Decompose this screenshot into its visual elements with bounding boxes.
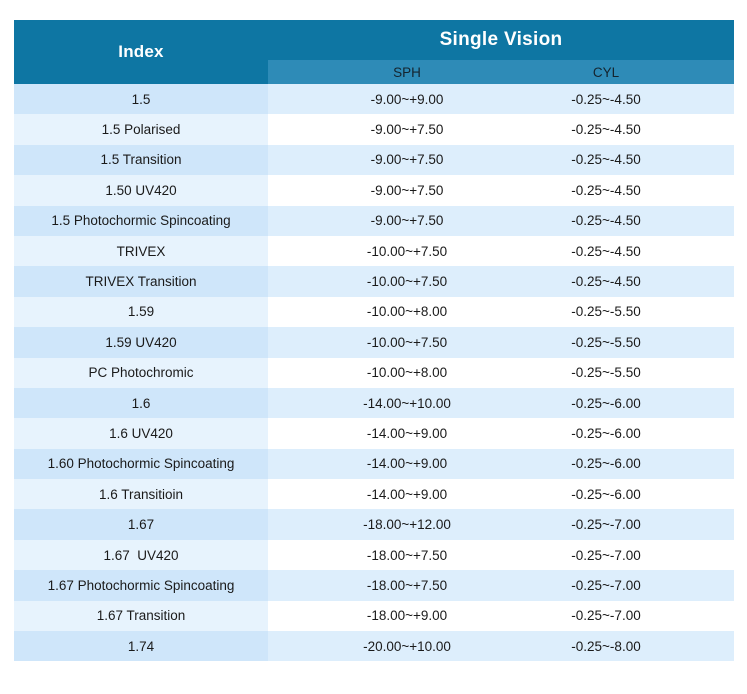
sph-cell: -9.00~+7.50 [268, 114, 514, 145]
index-cell: 1.59 UV420 [14, 327, 268, 358]
table-row: 1.74 -20.00~+10.00 -0.25~-8.00 [14, 631, 734, 662]
index-cell: 1.5 [14, 84, 268, 115]
sph-cell: -10.00~+8.00 [268, 296, 514, 328]
sph-cell: -10.00~+7.50 [268, 235, 514, 267]
cyl-column-header: CYL [592, 64, 620, 80]
cyl-cell: -0.25~-5.50 [514, 296, 734, 328]
sph-cell: -10.00~+8.00 [268, 357, 514, 388]
index-cell: 1.59 [14, 296, 268, 328]
sph-cell: -14.00~+9.00 [268, 448, 514, 480]
cyl-cell: -0.25~-6.00 [514, 418, 734, 449]
table-row: 1.5 Polarised -9.00~+7.50 -0.25~-4.50 [14, 114, 734, 145]
cyl-cell: -0.25~-4.50 [514, 266, 734, 297]
sph-column-header: SPH [393, 64, 421, 80]
lens-range-table: Index Single Vision SPH CYL 1.5 -9.00~+9.… [14, 20, 734, 662]
table-body: 1.5 -9.00~+9.00 -0.25~-4.50 1.5 Polarised -9… [14, 84, 734, 662]
index-cell: 1.60 Photochormic Spincoating [14, 448, 268, 480]
sub-header-row: SPH CYL [268, 60, 734, 84]
table-row: 1.5 Photochormic Spincoating -9.00~+7.50-… [14, 205, 734, 236]
sph-cell: -9.00~+7.50 [268, 144, 514, 176]
index-cell: 1.50 UV420 [14, 175, 268, 206]
table-row: 1.60 Photochormic Spincoating -14.00~+9.0… [14, 448, 734, 480]
single-vision-header-group: Single Vision SPH CYL [268, 20, 734, 84]
sph-cell: -10.00~+7.50 [268, 266, 514, 297]
table-row: 1.59 UV420 -10.00~+7.50 -0.25~-5.50 [14, 327, 734, 358]
sph-cell: -20.00~+10.00 [268, 631, 514, 662]
cyl-cell: -0.25~-4.50 [514, 175, 734, 206]
sph-cell: -18.00~+9.00 [268, 600, 514, 632]
cyl-cell: -0.25~-7.00 [514, 600, 734, 632]
cyl-cell: -0.25~-7.00 [514, 539, 734, 571]
sph-cell: -14.00~+9.00 [268, 418, 514, 449]
index-cell: 1.74 [14, 631, 268, 662]
table-row: 1.59 -10.00~+8.00 -0.25~-5.50 [14, 296, 734, 328]
index-cell: 1.5 Transition [14, 144, 268, 176]
sph-cell: -9.00~+7.50 [268, 175, 514, 206]
cyl-cell: -0.25~-4.50 [514, 205, 734, 236]
index-column-header: Index [14, 20, 268, 84]
cyl-cell: -0.25~-7.00 [514, 509, 734, 540]
index-cell: 1.67 UV420 [14, 539, 268, 571]
cyl-cell: -0.25~-5.50 [514, 327, 734, 358]
single-vision-header: Single Vision [268, 20, 734, 60]
index-cell: 1.67 Transition [14, 600, 268, 632]
cyl-cell: -0.25~-5.50 [514, 357, 734, 388]
cyl-cell: -0.25~-4.50 [514, 144, 734, 176]
cyl-cell: -0.25~-4.50 [514, 114, 734, 145]
table-row: 1.5 -9.00~+9.00 -0.25~-4.50 [14, 84, 734, 115]
cyl-cell: -0.25~-7.00 [514, 570, 734, 601]
index-cell: 1.6 [14, 387, 268, 419]
index-cell: 1.67 Photochormic Spincoating [14, 570, 268, 601]
index-cell: TRIVEX Transition [14, 266, 268, 297]
table-row: 1.67 Photochormic Spincoating -18.00~+7.5… [14, 570, 734, 601]
index-cell: 1.5 Photochormic Spincoating [14, 205, 268, 236]
table-row: 1.6 -14.00~+10.00 -0.25~-6.00 [14, 387, 734, 419]
index-cell: TRIVEX [14, 235, 268, 267]
table-row: 1.6 UV420 -14.00~+9.00 -0.25~-6.00 [14, 418, 734, 449]
cyl-cell: -0.25~-4.50 [514, 84, 734, 115]
table-row: 1.67 Transition -18.00~+9.00 -0.25~-7.00 [14, 600, 734, 632]
index-cell: 1.5 Polarised [14, 114, 268, 145]
sph-cell: -10.00~+7.50 [268, 327, 514, 358]
cyl-cell: -0.25~-6.00 [514, 479, 734, 510]
sph-cell: -9.00~+7.50 [268, 205, 514, 236]
table-row: TRIVEX -10.00~+7.50 -0.25~-4.50 [14, 235, 734, 267]
index-cell: 1.6 Transitioin [14, 479, 268, 510]
sph-cell: -18.00~+7.50 [268, 539, 514, 571]
table-row: 1.6 Transitioin -14.00~+9.00 -0.25~-6.00 [14, 479, 734, 510]
sph-cell: -14.00~+10.00 [268, 387, 514, 419]
index-cell: 1.6 UV420 [14, 418, 268, 449]
sph-cell: -18.00~+7.50 [268, 570, 514, 601]
cyl-cell: -0.25~-6.00 [514, 448, 734, 480]
table-row: 1.50 UV420 -9.00~+7.50 -0.25~-4.50 [14, 175, 734, 206]
table-row: 1.5 Transition -9.00~+7.50 -0.25~-4.50 [14, 144, 734, 176]
table-row: 1.67 UV420 -18.00~+7.50 -0.25~-7.00 [14, 539, 734, 571]
table-row: PC Photochromic -10.00~+8.00 -0.25~-5.50 [14, 357, 734, 388]
cyl-cell: -0.25~-4.50 [514, 235, 734, 267]
table-header: Index Single Vision SPH CYL [14, 20, 734, 84]
index-cell: 1.67 [14, 509, 268, 540]
sph-cell: -9.00~+9.00 [268, 84, 514, 115]
table-row: 1.67 -18.00~+12.00 -0.25~-7.00 [14, 509, 734, 540]
cyl-cell: -0.25~-8.00 [514, 631, 734, 662]
index-cell: PC Photochromic [14, 357, 268, 388]
sph-cell: -18.00~+12.00 [268, 509, 514, 540]
cyl-cell: -0.25~-6.00 [514, 387, 734, 419]
table-row: TRIVEX Transition -10.00~+7.50 -0.25~-4.50 [14, 266, 734, 297]
sph-cell: -14.00~+9.00 [268, 479, 514, 510]
